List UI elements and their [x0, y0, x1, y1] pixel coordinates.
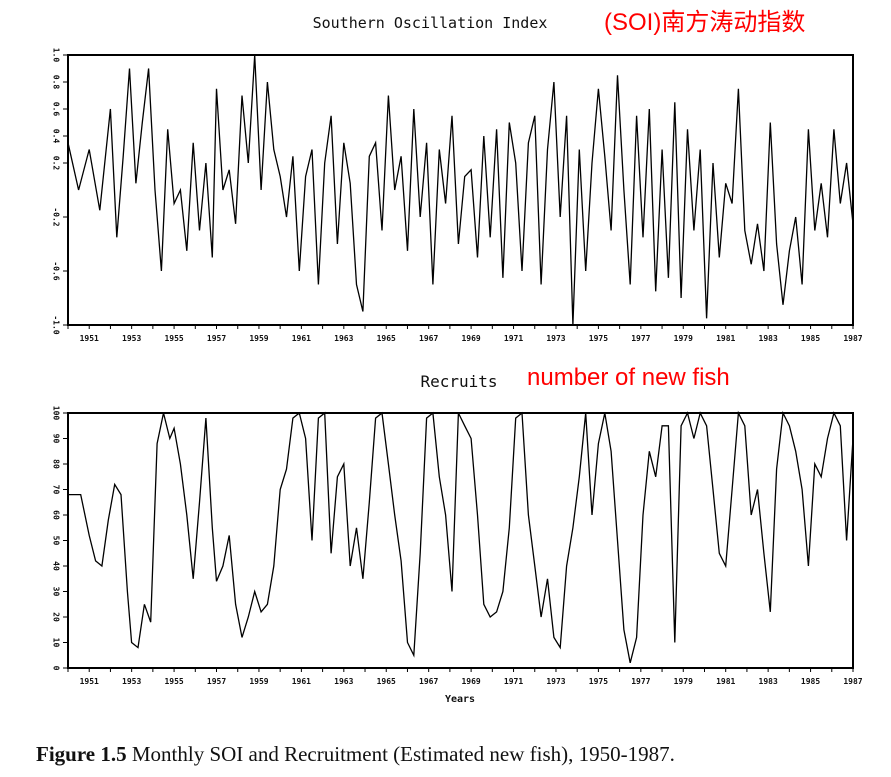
y-tick-label: 0.6	[52, 102, 61, 117]
x-tick-label: 1953	[122, 334, 141, 343]
x-tick-label: 1953	[122, 677, 141, 686]
x-tick-label: 1959	[249, 334, 268, 343]
y-tick-label: -1.0	[52, 315, 61, 334]
x-tick-label: 1961	[292, 677, 311, 686]
recruits-chart: Recruits number of new fish 0 10 20 30 40 50 6…	[52, 364, 863, 705]
y-tick-label: 100	[52, 406, 61, 421]
x-tick-label: 1951	[80, 677, 99, 686]
x-tick-label: 1959	[249, 677, 268, 686]
x-tick-label: 1981	[716, 677, 735, 686]
y-tick-label: 60	[52, 510, 61, 520]
x-tick-label: 1979	[674, 677, 693, 686]
x-tick-label: 1975	[589, 334, 608, 343]
y-tick-label: -0.6	[52, 261, 61, 280]
figure-caption-label: Figure 1.5	[36, 742, 127, 766]
x-tick-label: 1985	[801, 677, 820, 686]
y-tick-label: 0.2	[52, 156, 61, 171]
y-tick-label: 0.8	[52, 75, 61, 90]
x-tick-label: 1957	[207, 334, 226, 343]
recruits-x-axis: 1951 1953 1955 1957 1959 1961 1963 1965 1967 1969…	[67, 668, 863, 686]
soi-series	[67, 54, 854, 326]
x-tick-label: 1951	[80, 334, 99, 343]
recruits-series	[68, 410, 854, 664]
x-tick-label: 1971	[504, 334, 523, 343]
y-tick-label: 90	[52, 434, 61, 444]
soi-x-axis: 1951 1953 1955 1957 1959 1961 1963 1965 1967 1969…	[67, 325, 863, 343]
x-tick-label: 1987	[843, 334, 862, 343]
x-tick-label: 1967	[419, 677, 438, 686]
x-tick-label: 1969	[461, 677, 480, 686]
soi-annotation: (SOI)南方涛动指数	[604, 9, 805, 36]
x-tick-label: 1963	[334, 677, 353, 686]
soi-chart: Southern Oscillation Index (SOI)南方涛动指数 -…	[52, 9, 863, 343]
series-line	[67, 54, 854, 326]
x-tick-label: 1967	[419, 334, 438, 343]
x-tick-label: 1987	[843, 677, 862, 686]
x-tick-label: 1969	[461, 334, 480, 343]
x-tick-label: 1985	[801, 334, 820, 343]
x-tick-label: 1981	[716, 334, 735, 343]
recruits-title: Recruits	[420, 372, 497, 391]
recruits-y-axis: 0 10 20 30 40 50 60 70 80 90 100	[52, 406, 68, 671]
x-tick-label: 1973	[546, 677, 565, 686]
y-tick-label: 40	[52, 561, 61, 571]
x-tick-label: 1979	[674, 334, 693, 343]
x-tick-label: 1977	[631, 677, 650, 686]
soi-y-axis: -1.0 -0.6 -0.2 0.2 0.4 0.6 0.8 1.0	[52, 48, 68, 335]
y-tick-label: 0.4	[52, 129, 61, 144]
x-tick-label: 1965	[377, 334, 396, 343]
y-tick-label: -0.2	[52, 207, 61, 226]
y-tick-label: 70	[52, 485, 61, 495]
y-tick-label: 20	[52, 612, 61, 622]
x-tick-label: 1971	[504, 677, 523, 686]
y-tick-label: 80	[52, 459, 61, 469]
x-tick-label: 1975	[589, 677, 608, 686]
recruits-annotation: number of new fish	[527, 364, 730, 391]
x-tick-label: 1963	[334, 334, 353, 343]
x-tick-label: 1983	[759, 334, 778, 343]
figure-caption-text: Monthly SOI and Recruitment (Estimated n…	[131, 742, 675, 766]
y-tick-label: 10	[52, 638, 61, 648]
x-tick-label: 1961	[292, 334, 311, 343]
series-line	[68, 410, 854, 664]
x-tick-label: 1955	[164, 677, 183, 686]
x-tick-label: 1965	[377, 677, 396, 686]
y-tick-label: 0	[52, 666, 61, 671]
y-tick-label: 1.0	[52, 48, 61, 63]
recruits-x-label: Years	[445, 694, 475, 705]
x-tick-label: 1973	[546, 334, 565, 343]
soi-title: Southern Oscillation Index	[313, 14, 548, 32]
y-tick-label: 50	[52, 536, 61, 546]
x-tick-label: 1955	[164, 334, 183, 343]
x-tick-label: 1957	[207, 677, 226, 686]
soi-plot-frame	[67, 54, 854, 326]
x-tick-label: 1977	[631, 334, 650, 343]
y-tick-label: 30	[52, 587, 61, 597]
x-tick-label: 1983	[759, 677, 778, 686]
figure-caption: Figure 1.5 Monthly SOI and Recruitment (…	[36, 742, 886, 767]
